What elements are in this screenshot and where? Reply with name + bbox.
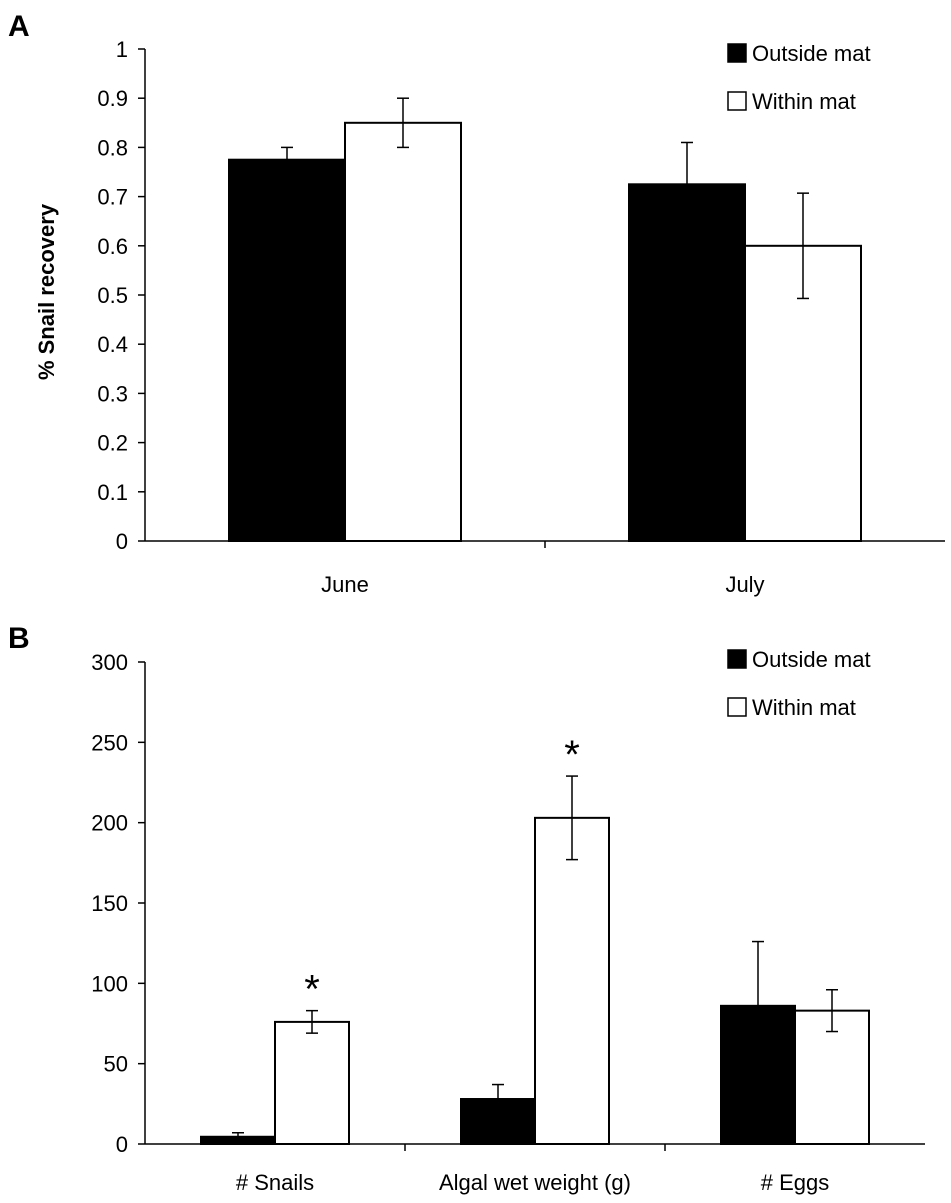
y-tick-label: 0.2 [97, 431, 128, 456]
y-tick-label: 150 [91, 891, 128, 916]
y-ticks-b: 0 50 100 150 200 250 300 [91, 650, 145, 1157]
category-labels-a: June July [321, 572, 764, 597]
legend-swatch-within-a [727, 91, 747, 111]
bar-within-mat [534, 816, 610, 1145]
category-label: Algal wet weight (g) [439, 1170, 631, 1195]
legend-label-outside-b: Outside mat [752, 647, 871, 672]
panel-letter-b: B [8, 622, 30, 655]
y-tick-label: 0.6 [97, 234, 128, 259]
category-label: # Snails [236, 1170, 314, 1195]
legend-label-within-b: Within mat [752, 695, 856, 720]
significance-asterisk: * [564, 733, 580, 777]
legend-label-outside-a: Outside mat [752, 41, 871, 66]
y-tick-label: 0.5 [97, 283, 128, 308]
y-tick-label: 0.3 [97, 381, 128, 406]
y-tick-label: 0.7 [97, 185, 128, 210]
bar-outside-mat [228, 158, 346, 542]
y-tick-label: 250 [91, 730, 128, 755]
y-tick-label: 0 [116, 529, 128, 554]
bar-outside-mat [628, 183, 746, 543]
legend-swatch-within-b [727, 697, 747, 717]
y-tick-label: 100 [91, 971, 128, 996]
y-ticks-a: 0 0.1 0.2 0.3 0.4 0.5 0.6 0.7 0.8 0.9 1 [97, 37, 145, 554]
chart-panel-b: B 0 50 100 150 200 250 300 # Snails Algal wet w… [8, 622, 925, 1195]
y-axis-label-a: % Snail recovery [34, 203, 59, 380]
y-tick-label: 0.9 [97, 86, 128, 111]
y-tick-label: 0.8 [97, 135, 128, 160]
annotations-b: ** [304, 733, 580, 1012]
error-bars-b [232, 775, 838, 1142]
axes-b [144, 662, 925, 1151]
category-labels-b: # Snails Algal wet weight (g) # Eggs [236, 1170, 829, 1195]
bar-within-mat [794, 1009, 870, 1145]
legend-b: Outside mat Within mat [727, 647, 871, 720]
legend-a: Outside mat Within mat [727, 41, 871, 114]
category-label: # Eggs [761, 1170, 830, 1195]
y-tick-label: 0.4 [97, 332, 128, 357]
bars-b [200, 816, 870, 1146]
error-bars-a [281, 97, 809, 300]
chart-panel-a: A % Snail recovery 0 0.1 0.2 0.3 0.4 0.5 0.6 0.… [8, 10, 945, 597]
bar-within-mat [344, 121, 462, 543]
category-label: June [321, 572, 369, 597]
legend-swatch-outside-b [727, 649, 747, 669]
legend-swatch-outside-a [727, 43, 747, 63]
significance-asterisk: * [304, 968, 320, 1012]
category-label: July [725, 572, 764, 597]
y-tick-label: 200 [91, 811, 128, 836]
y-tick-label: 300 [91, 650, 128, 675]
y-tick-label: 1 [116, 37, 128, 62]
bars-a [228, 121, 862, 543]
bar-within-mat [274, 1020, 350, 1145]
y-tick-label: 0 [116, 1132, 128, 1157]
panel-letter-a: A [8, 10, 30, 43]
legend-label-within-a: Within mat [752, 89, 856, 114]
axes-a [144, 49, 945, 548]
y-tick-label: 0.1 [97, 480, 128, 505]
y-tick-label: 50 [104, 1052, 128, 1077]
